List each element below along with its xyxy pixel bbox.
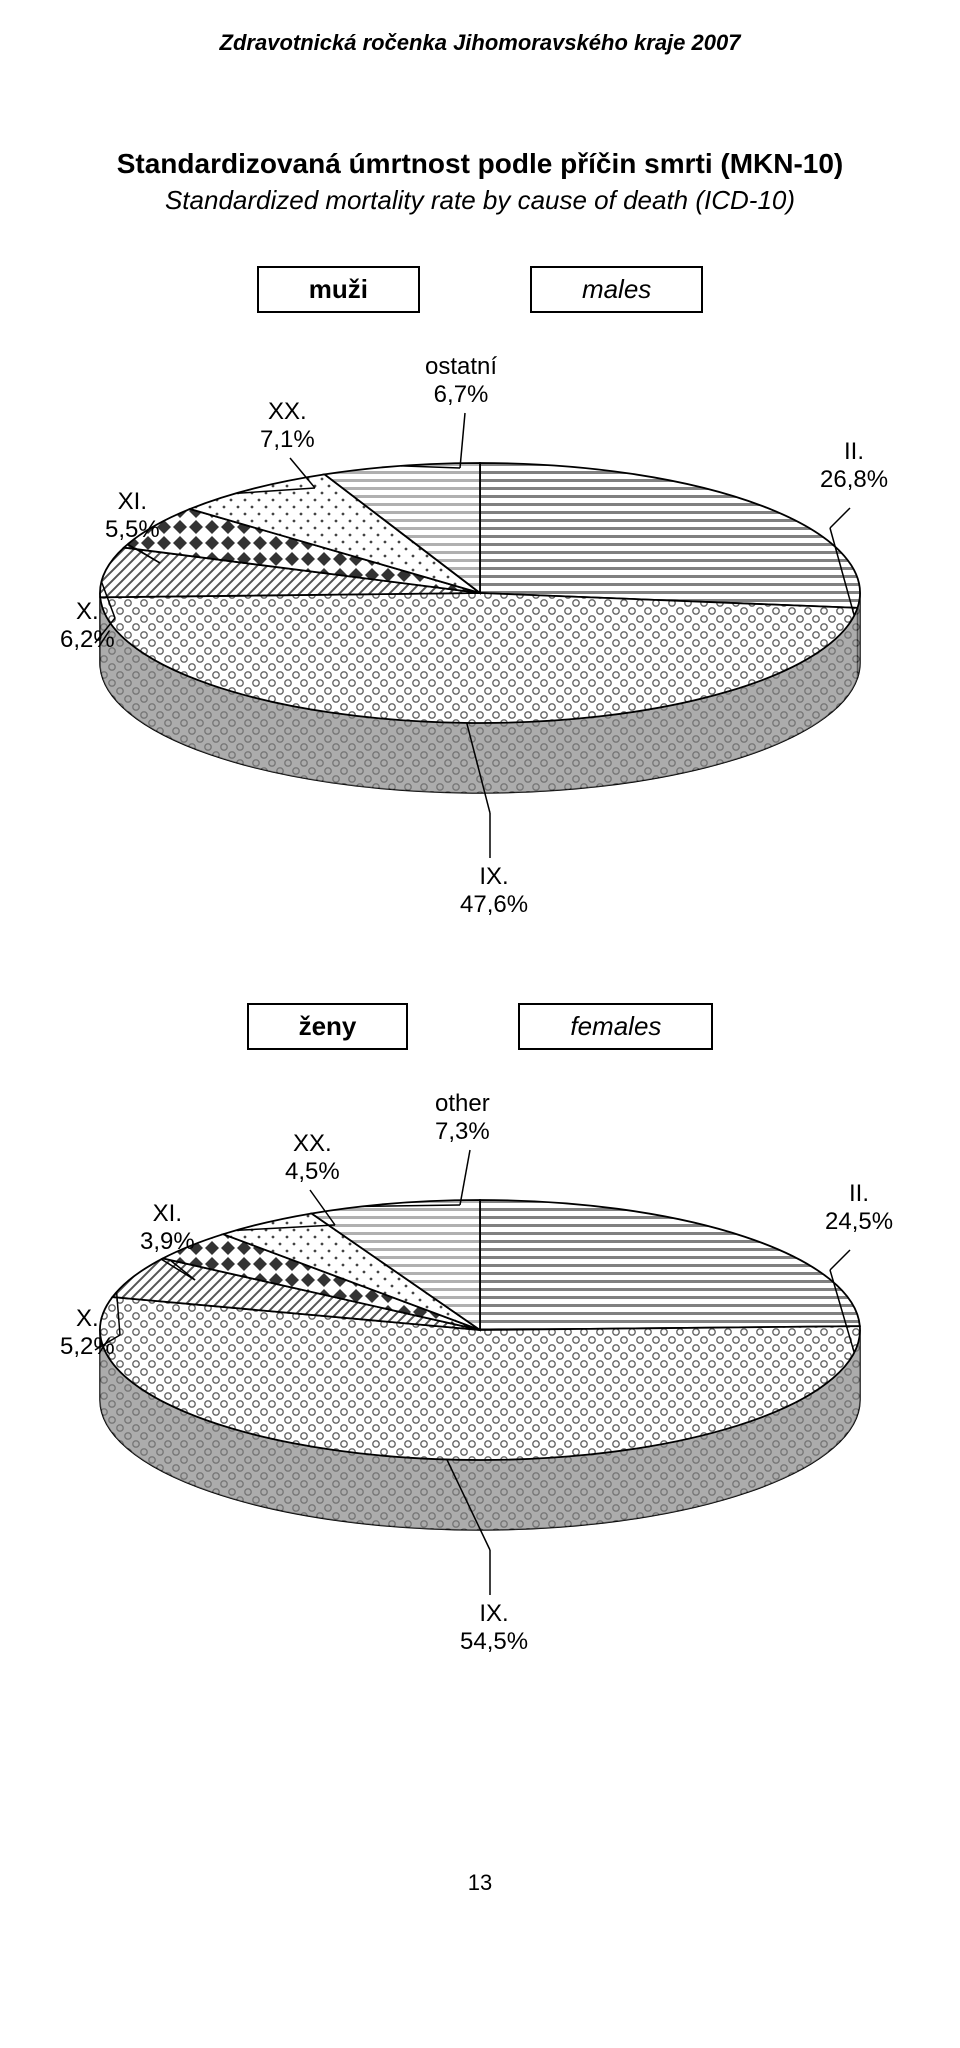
- slice-label-II: II.24,5%: [825, 1180, 893, 1235]
- page-number: 13: [60, 1870, 900, 1896]
- slice-II: [480, 463, 860, 608]
- slice-label-X: X.6,2%: [60, 598, 115, 653]
- slice-label-XX: XX.7,1%: [260, 398, 315, 453]
- page: Zdravotnická ročenka Jihomoravského kraj…: [0, 0, 960, 1956]
- males-legend: muži males: [60, 266, 900, 313]
- females-chart: ženy females II.24,5% IX.54,5% X.5,2% XI.3,…: [60, 1003, 900, 1700]
- legend-cz: ženy: [247, 1003, 409, 1050]
- slice-label-IX: IX.47,6%: [460, 863, 528, 918]
- slice-label-XI: XI.3,9%: [140, 1200, 195, 1255]
- slice-label-XI: XI.5,5%: [105, 488, 160, 543]
- running-head: Zdravotnická ročenka Jihomoravského kraj…: [60, 30, 900, 56]
- slice-label-X: X.5,2%: [60, 1305, 115, 1360]
- slice-label-other: ostatní6,7%: [425, 353, 497, 408]
- legend-cz: muži: [257, 266, 420, 313]
- males-chart: muži males II.26,8% IX.47,6% X.6,2% XI.5,5%…: [60, 266, 900, 963]
- legend-en: males: [530, 266, 703, 313]
- slice-label-XX: XX.4,5%: [285, 1130, 340, 1185]
- page-subtitle: Standardized mortality rate by cause of …: [60, 185, 900, 216]
- females-legend: ženy females: [60, 1003, 900, 1050]
- page-title: Standardizovaná úmrtnost podle příčin sm…: [60, 146, 900, 181]
- slice-label-IX: IX.54,5%: [460, 1600, 528, 1655]
- legend-en: females: [518, 1003, 713, 1050]
- slice-II: [480, 1200, 860, 1330]
- slice-label-other: other7,3%: [435, 1090, 490, 1145]
- slice-label-II: II.26,8%: [820, 438, 888, 493]
